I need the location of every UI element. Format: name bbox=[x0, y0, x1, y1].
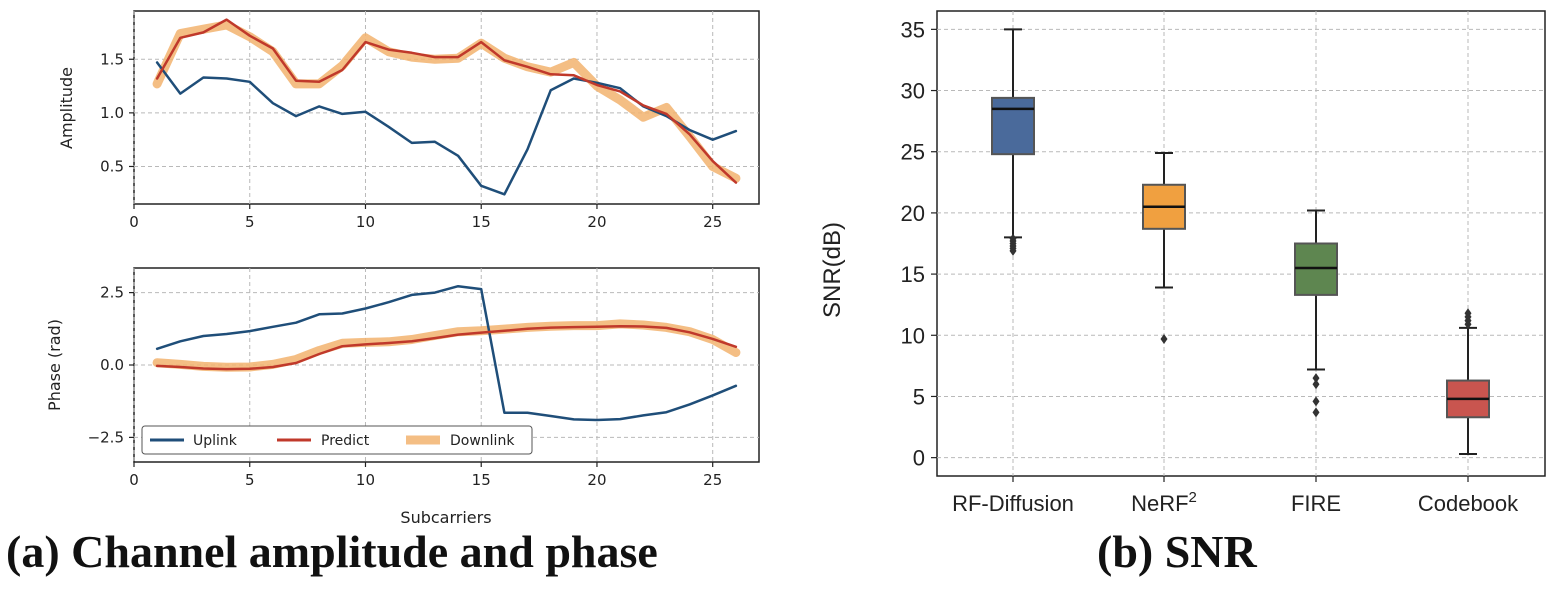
snr-y-label: SNR(dB) bbox=[819, 222, 846, 318]
y-tick-label: 1.0 bbox=[100, 104, 124, 122]
outlier-point bbox=[1160, 333, 1168, 344]
x-tick-superscript: 2 bbox=[1189, 489, 1197, 506]
x-tick-label: 0 bbox=[129, 471, 139, 489]
y-tick-label: 20 bbox=[901, 201, 925, 226]
x-tick-label: 15 bbox=[472, 213, 491, 231]
y-tick-label: 0 bbox=[913, 446, 925, 471]
series-line-downlink bbox=[152, 319, 741, 372]
outlier-point bbox=[1009, 245, 1017, 256]
y-tick-label: 35 bbox=[901, 17, 925, 42]
phase-x-label: Subcarriers bbox=[400, 508, 491, 527]
amplitude-plot: Amplitude 0 5 10 15 20 25 0.5 1.0 1.5 bbox=[57, 10, 760, 231]
legend-box bbox=[141, 425, 533, 455]
x-tick-text: NeRF bbox=[1131, 491, 1188, 516]
amplitude-y-label: Amplitude bbox=[57, 67, 76, 149]
y-tick-label: −2.5 bbox=[88, 428, 124, 446]
phase-y-label: Phase (rad) bbox=[45, 319, 64, 411]
x-tick-label: 0 bbox=[129, 213, 139, 231]
x-tick-label: 20 bbox=[587, 471, 606, 489]
x-tick-text: Codebook bbox=[1418, 491, 1519, 516]
legend-downlink-label: Downlink bbox=[450, 433, 515, 449]
phase-plot: Phase (rad) Subcarriers Uplink Predict D… bbox=[45, 267, 760, 527]
x-tick-text: RF-Diffusion bbox=[952, 491, 1074, 516]
y-tick-label: 30 bbox=[901, 79, 925, 104]
y-tick-label: 0.0 bbox=[100, 356, 124, 374]
y-tick-label: 5 bbox=[913, 384, 925, 409]
y-tick-label: 0.5 bbox=[100, 157, 124, 175]
x-tick-label: 10 bbox=[356, 213, 375, 231]
outlier-point bbox=[1312, 373, 1320, 384]
caption-a: (a) Channel amplitude and phase bbox=[6, 526, 658, 577]
series-line-predict bbox=[155, 18, 738, 184]
x-tick-label: 5 bbox=[245, 213, 255, 231]
x-tick-label: 10 bbox=[356, 471, 375, 489]
snr-plot-frame bbox=[936, 10, 1546, 477]
outlier-point bbox=[1312, 396, 1320, 407]
box-rf-diffusion bbox=[991, 96, 1035, 156]
series-line-uplink bbox=[155, 284, 738, 422]
outlier-point bbox=[1312, 407, 1320, 418]
x-tick-label: 20 bbox=[587, 213, 606, 231]
x-tick-label: 5 bbox=[245, 471, 255, 489]
outlier-point bbox=[1464, 308, 1472, 319]
outlier-point bbox=[1312, 379, 1320, 390]
legend-predict-label: Predict bbox=[321, 433, 370, 449]
y-tick-label: 15 bbox=[901, 262, 925, 287]
x-tick-text: FIRE bbox=[1291, 491, 1341, 516]
x-tick-label: Codebook bbox=[1418, 491, 1519, 516]
x-tick-label: 25 bbox=[703, 471, 722, 489]
legend: Uplink Predict Downlink bbox=[141, 425, 533, 455]
x-tick-label: FIRE bbox=[1291, 491, 1341, 516]
series-line-predict bbox=[155, 324, 738, 371]
y-tick-label: 1.5 bbox=[100, 50, 124, 68]
x-tick-label: 15 bbox=[472, 471, 491, 489]
caption-b: (b) SNR bbox=[1097, 526, 1258, 577]
legend-uplink-label: Uplink bbox=[193, 433, 238, 449]
y-tick-label: 2.5 bbox=[100, 284, 124, 302]
x-tick-label: 25 bbox=[703, 213, 722, 231]
y-tick-label: 25 bbox=[901, 140, 925, 165]
y-tick-label: 10 bbox=[901, 323, 925, 348]
x-tick-label: RF-Diffusion bbox=[952, 491, 1074, 516]
x-tick-label: NeRF2 bbox=[1131, 489, 1197, 516]
snr-boxplot: SNR(dB) 0 5 10 15 20 25 30 35 RF-Diffusion NeRF2 F… bbox=[819, 10, 1546, 516]
